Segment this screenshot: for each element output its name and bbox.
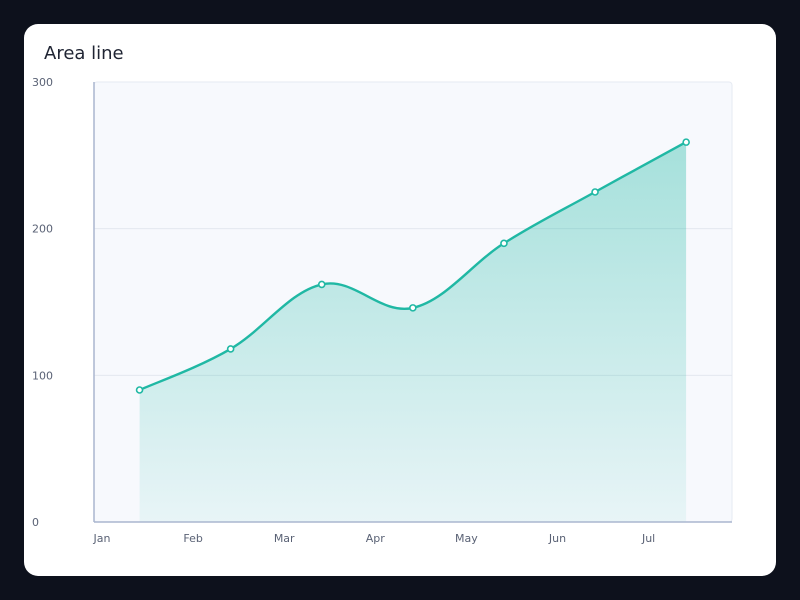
data-point[interactable]	[226, 345, 235, 353]
y-tick-label: 200	[32, 223, 53, 236]
data-point[interactable]	[409, 304, 417, 312]
data-point[interactable]	[317, 280, 326, 289]
y-tick-label: 100	[32, 369, 53, 382]
x-tick-label: Jul	[641, 532, 655, 545]
area-fill	[139, 142, 687, 522]
data-point[interactable]	[500, 239, 508, 248]
x-tick-label: Jan	[93, 532, 111, 545]
x-tick-label: Apr	[366, 532, 386, 545]
data-point[interactable]	[682, 138, 690, 146]
x-tick-label: Mar	[274, 532, 295, 545]
y-tick-label: 300	[32, 76, 53, 89]
chart-title: Area line	[44, 43, 124, 64]
x-tick-label: Feb	[183, 532, 202, 545]
x-tick-label: May	[455, 532, 478, 545]
y-tick-label: 0	[32, 516, 39, 529]
data-point[interactable]	[591, 188, 599, 196]
data-point[interactable]	[135, 386, 144, 394]
x-tick-label: Jun	[548, 532, 566, 545]
